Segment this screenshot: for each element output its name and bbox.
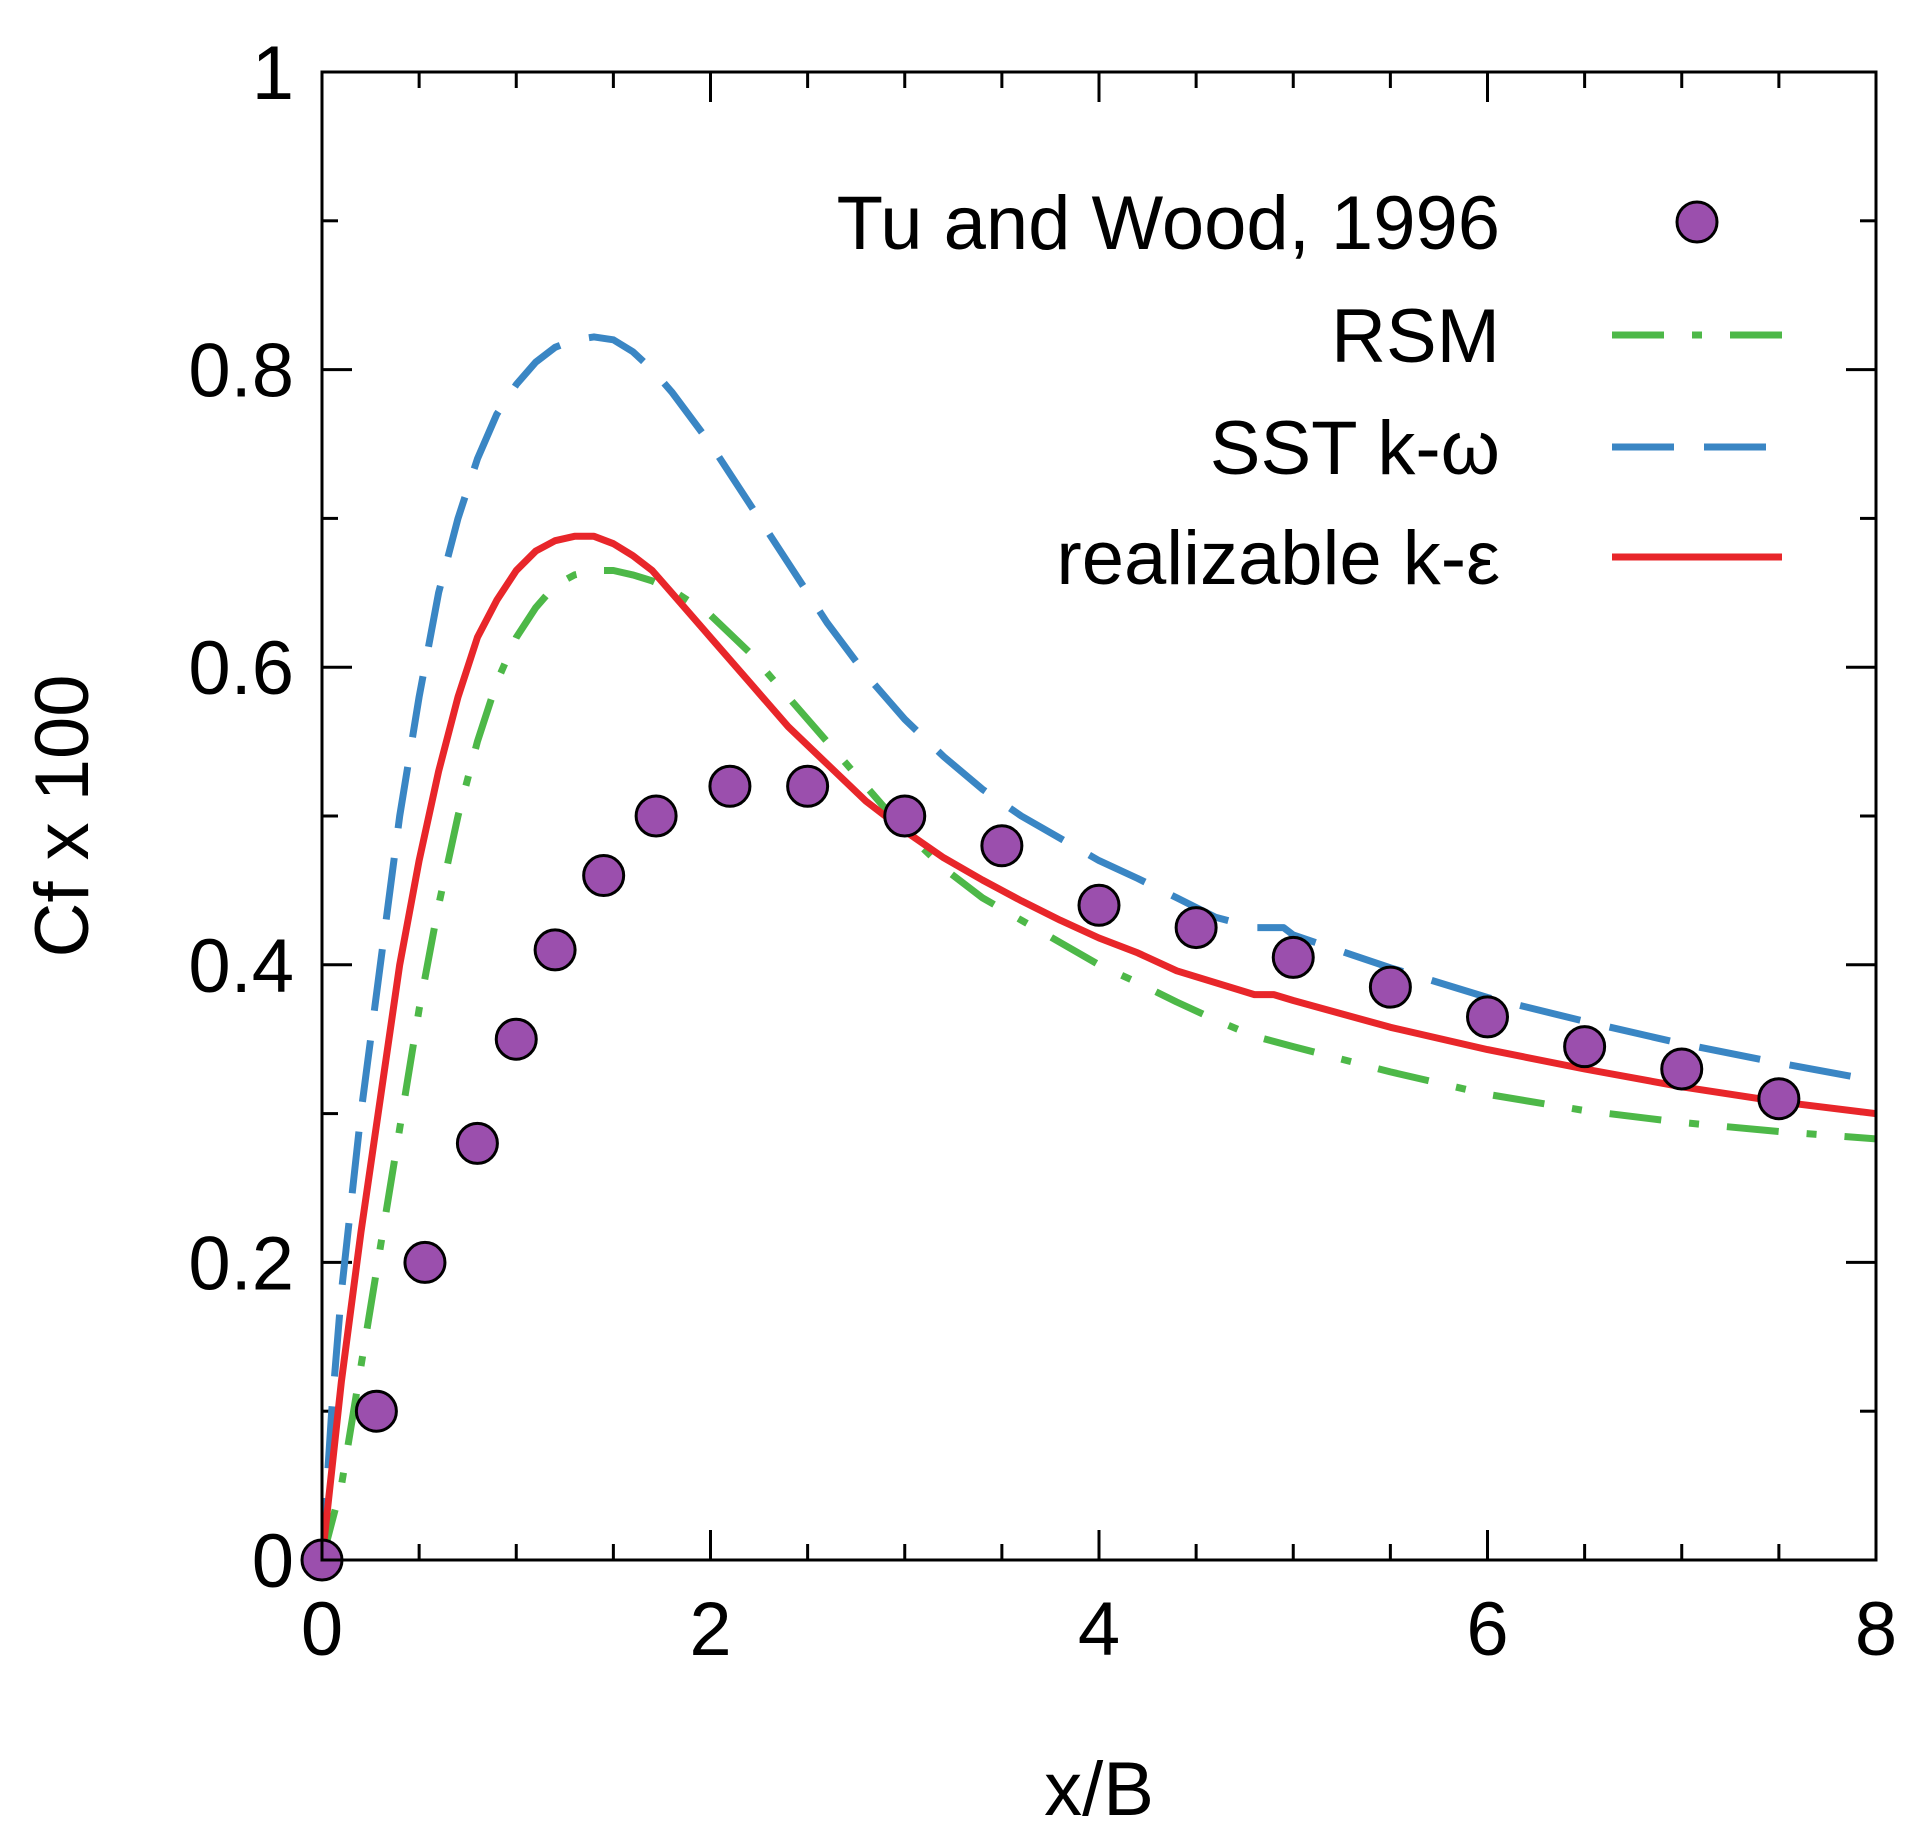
x-tick-label: 0: [301, 1587, 343, 1672]
marker-layer: [300, 764, 1801, 1582]
x-axis-title: x/B: [1044, 1747, 1154, 1832]
legend-label: realizable k-ε: [1056, 516, 1500, 601]
series-line: [322, 532, 1876, 1560]
data-point: [1368, 965, 1412, 1009]
data-point: [1757, 1077, 1801, 1121]
data-point: [980, 824, 1024, 868]
x-tick-label: 6: [1466, 1587, 1508, 1672]
data-point: [786, 764, 830, 808]
y-tick-label: 0.2: [188, 1221, 294, 1306]
x-tick-label: 4: [1078, 1587, 1120, 1672]
data-point: [1174, 906, 1218, 950]
x-tick-label: 8: [1855, 1587, 1897, 1672]
data-point: [1077, 883, 1121, 927]
y-tick-label: 0: [252, 1519, 294, 1604]
data-point: [403, 1240, 447, 1284]
series-line: [322, 567, 1876, 1560]
y-tick-label: 0.4: [188, 924, 294, 1009]
data-point: [354, 1389, 398, 1433]
axis-ticks: [320, 70, 1878, 1562]
data-point: [455, 1121, 499, 1165]
legend-marker: [1675, 200, 1719, 244]
tick-labels: 0 2 4 6 8 0 0.2 0.4 0.6 0.8 1: [188, 31, 1897, 1672]
series-line: [322, 333, 1876, 1560]
data-point: [634, 794, 678, 838]
data-point: [582, 854, 626, 898]
data-point: [1466, 995, 1509, 1039]
plot-frame: [320, 70, 1878, 1562]
data-point: [883, 794, 927, 838]
data-point: [1660, 1047, 1704, 1091]
y-axis-title: Cf x 100: [20, 674, 105, 957]
data-point: [708, 764, 752, 808]
data-point: [533, 928, 577, 972]
legend-label: SST k-ω: [1210, 406, 1500, 491]
y-tick-label: 1: [252, 31, 294, 116]
data-point: [494, 1017, 538, 1061]
legend: Tu and Wood, 1996 RSM SST k-ω realizable k-…: [837, 181, 1782, 601]
series-layer: [322, 333, 1876, 1560]
data-point: [1271, 935, 1315, 979]
data-point: [1563, 1025, 1607, 1069]
y-tick-label: 0.8: [188, 329, 294, 414]
legend-label: RSM: [1331, 294, 1500, 379]
x-tick-label: 2: [689, 1587, 731, 1672]
y-tick-label: 0.6: [188, 626, 294, 711]
legend-label: Tu and Wood, 1996: [837, 181, 1500, 266]
